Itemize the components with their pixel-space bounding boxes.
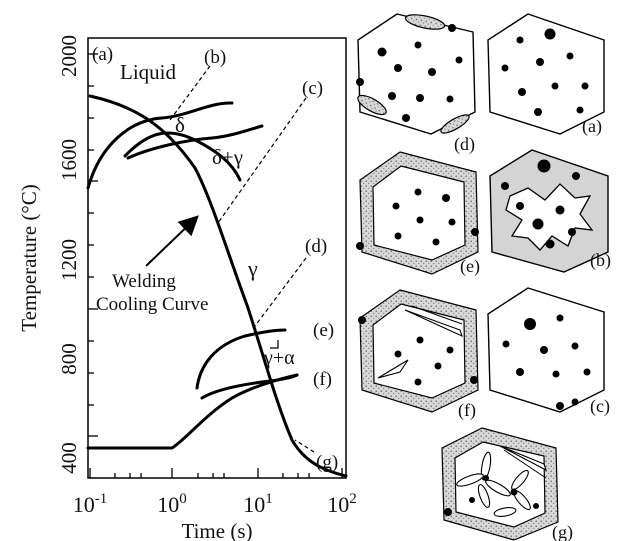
delta-region-label: δ: [175, 113, 185, 137]
curve-marker-b: (b): [204, 47, 226, 68]
micro-label-d: (d): [454, 134, 475, 155]
delta-gamma-region-label: δ+γ: [212, 145, 243, 169]
gamma-region-label: γ: [247, 256, 258, 281]
micro-label-b: (b): [590, 250, 611, 271]
microstructure-b: (b): [489, 149, 611, 273]
x-axis-label: Time (s): [182, 519, 253, 541]
micro-label-a: (a): [582, 116, 602, 137]
leader-d: [251, 257, 307, 331]
liquid-region-label: Liquid: [120, 60, 176, 84]
microstructure-a: (a): [487, 13, 605, 137]
curve-marker-a: (a): [92, 44, 113, 65]
curve-marker-c: (c): [302, 78, 323, 99]
microstructure-d: (d): [356, 13, 476, 155]
gamma-alpha-bracket: [270, 340, 279, 349]
micro-label-e: (e): [460, 256, 480, 277]
plot-frame: [87, 37, 347, 479]
x-tick-exp: 2: [349, 491, 357, 507]
curve-marker-f: (f): [313, 369, 332, 390]
microstructure-e: (e): [356, 151, 480, 277]
gamma-alpha-region-label: γ+α: [263, 347, 295, 369]
curve-marker-g: (g): [316, 452, 338, 473]
x-tick-exp: -1: [95, 491, 108, 507]
curve-marker-d: (d): [305, 236, 327, 257]
microstructure-f: (f): [358, 289, 479, 421]
micro-label-c: (c): [590, 396, 610, 417]
x-tick-100: 102: [327, 491, 357, 517]
isothermal-line: [86, 373, 299, 450]
annotation-welding: Welding: [112, 271, 176, 292]
welding-cooling-curve: [88, 94, 348, 478]
y-tick-1600: 1600: [57, 139, 81, 181]
x-axis-ticks: [89, 468, 343, 478]
delta-gamma-curve: [126, 124, 264, 160]
annotation-arrow: [145, 215, 199, 267]
microstructure-g: (g): [441, 427, 573, 541]
annotation-cooling-curve: Cooling Curve: [96, 294, 208, 315]
y-tick-800: 800: [57, 343, 81, 375]
ttt-chart: 2000 1600 1200 800 400 Temperature (°C) …: [17, 35, 357, 541]
curve-marker-e: (e): [313, 320, 334, 341]
x-tick-base: 10: [243, 492, 265, 517]
leader-b: [169, 65, 211, 121]
y-axis-label: Temperature (°C): [17, 184, 41, 331]
x-tick-exp: 1: [265, 491, 273, 507]
x-tick-base: 10: [327, 492, 349, 517]
leader-c: [217, 97, 307, 224]
microstructure-c: (c): [487, 287, 610, 417]
x-tick-1: 100: [157, 491, 187, 517]
delta-start-curve: [86, 101, 234, 190]
y-tick-2000: 2000: [57, 35, 81, 77]
x-tick-exp: 0: [179, 491, 187, 507]
x-tick-10: 101: [243, 491, 273, 517]
y-axis-ticks: [88, 53, 98, 437]
x-tick-base: 10: [73, 492, 95, 517]
x-tick-0.1: 10-1: [73, 491, 108, 517]
y-tick-400: 400: [57, 442, 81, 474]
y-tick-1200: 1200: [57, 239, 81, 281]
micro-label-g: (g): [552, 522, 573, 541]
micro-label-f: (f): [458, 400, 476, 421]
leader-g: [294, 439, 315, 453]
x-tick-base: 10: [157, 492, 179, 517]
gamma-alpha-start-curve: [195, 328, 287, 390]
